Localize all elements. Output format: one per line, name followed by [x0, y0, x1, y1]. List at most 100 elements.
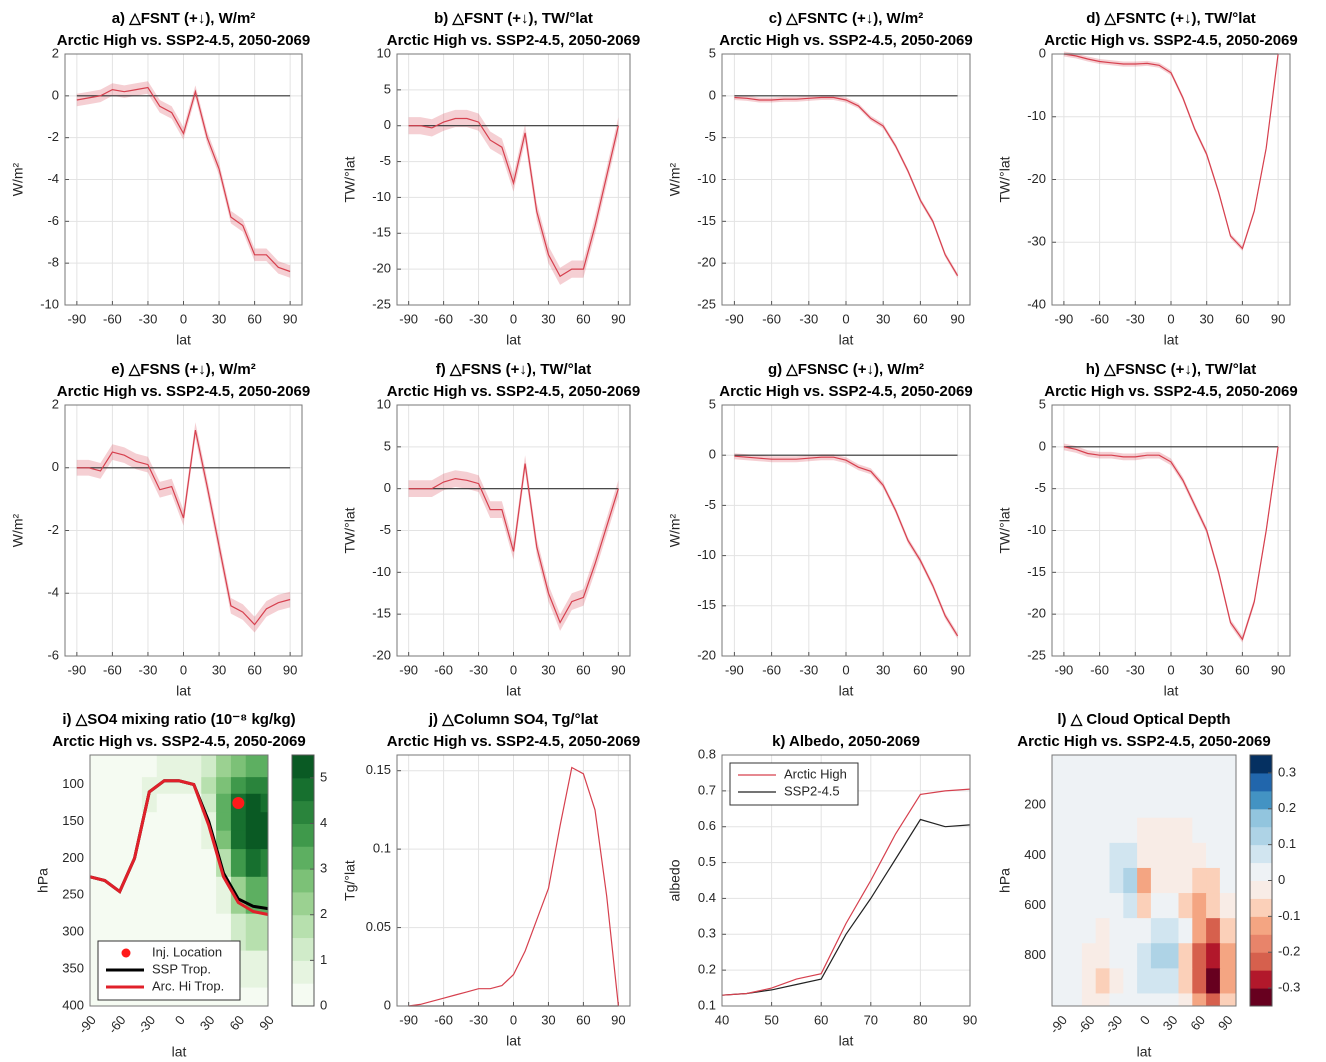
cell: [1164, 968, 1179, 994]
cell: [156, 793, 173, 813]
cell: [1178, 792, 1193, 819]
cell: [90, 876, 98, 915]
cell: [1178, 943, 1193, 969]
cell: [1123, 968, 1138, 994]
cell: [156, 755, 173, 778]
y-tick-label: -40: [1027, 296, 1046, 311]
axes-frame: [1051, 53, 1291, 306]
x-tick-label: 30: [541, 311, 555, 326]
cell: [171, 849, 187, 878]
cell: [230, 830, 247, 850]
cell: [1109, 755, 1124, 794]
cell: [201, 755, 217, 778]
colorbar-swatch: [1250, 790, 1272, 810]
x-tick-label: -60: [105, 1012, 129, 1036]
colorbar-swatch: [1250, 862, 1272, 881]
chart-title: i) △SO4 mixing ratio (10⁻⁸ kg/kg): [62, 711, 295, 728]
y-tick-label: 5: [709, 396, 716, 411]
x-axis-label: lat: [839, 1033, 854, 1049]
x-axis-label: lat: [176, 683, 191, 699]
cell: [156, 812, 173, 832]
x-axis-label: lat: [1164, 332, 1179, 348]
cell: [260, 830, 269, 850]
x-tick-label: 30: [1199, 662, 1213, 677]
y-tick-label: -20: [1027, 606, 1046, 621]
x-tick-label: 50: [764, 1012, 778, 1027]
colorbar-swatch: [1250, 755, 1272, 774]
y-tick-label: -8: [47, 255, 59, 270]
x-tick-label: 60: [247, 662, 261, 677]
y-tick-label: 5: [384, 81, 391, 96]
y-tick-label: -10: [697, 547, 716, 562]
y-tick-label: -4: [47, 585, 59, 600]
x-tick-label: -30: [469, 662, 488, 677]
cell: [245, 950, 262, 989]
chart-title: d) △FSNTC (+↓), TW/°lat: [1086, 10, 1256, 27]
cell: [1081, 943, 1097, 969]
x-tick-label: -90: [399, 311, 418, 326]
x-axis-label: lat: [839, 683, 854, 699]
y-tick-label: -30: [1027, 234, 1046, 249]
y-tick-label: -5: [379, 522, 391, 537]
cell: [171, 755, 187, 778]
x-tick-label: 60: [913, 662, 927, 677]
y-tick-label: -4: [47, 171, 59, 186]
cell: [1219, 842, 1237, 869]
cell: [1219, 867, 1237, 894]
x-tick-label: -90: [75, 1012, 99, 1036]
y-tick-label: 350: [62, 961, 84, 976]
cell: [1123, 893, 1138, 919]
colorbar-swatch: [1250, 952, 1272, 971]
chart-title: h) △FSNSC (+↓), TW/°lat: [1086, 361, 1256, 378]
x-tick-label: 60: [576, 311, 590, 326]
chart-title: b) △FSNT (+↓), TW/°lat: [434, 10, 593, 27]
colorbar-frame: [291, 754, 315, 1007]
x-tick-label: 0: [510, 311, 517, 326]
chart-subtitle: Arctic High vs. SSP2-4.5, 2050-2069: [387, 32, 640, 49]
cell: [141, 812, 158, 832]
cell: [216, 830, 232, 850]
x-tick-label: -90: [1055, 311, 1074, 326]
cell: [230, 849, 247, 878]
colorbar-swatch: [292, 869, 314, 893]
x-tick-label: -60: [103, 662, 122, 677]
y-axis-label: TW/°lat: [342, 507, 358, 553]
x-tick-label: 30: [212, 311, 226, 326]
cell: [1219, 792, 1237, 819]
cell: [1178, 893, 1193, 919]
cell: [1052, 893, 1069, 919]
cell: [260, 755, 269, 778]
colorbar-tick-label: 0.3: [1278, 764, 1296, 779]
cell: [1206, 867, 1221, 894]
chart-subtitle: Arctic High vs. SSP2-4.5, 2050-2069: [719, 383, 972, 400]
y-tick-label: 0: [384, 997, 391, 1012]
y-axis-label: W/m²: [667, 162, 683, 196]
cell: [186, 830, 202, 850]
y-tick-label: 2: [52, 396, 59, 411]
x-tick-label: 30: [1199, 311, 1213, 326]
cell: [112, 830, 128, 850]
colorbar-swatch: [292, 823, 314, 847]
chart-subtitle: Arctic High vs. SSP2-4.5, 2050-2069: [52, 733, 305, 750]
cell: [127, 812, 143, 832]
y-tick-label: -25: [1027, 647, 1046, 662]
colorbar-tick-label: 0.2: [1278, 800, 1296, 815]
x-tick-label: 60: [576, 1012, 590, 1027]
x-tick-label: 30: [541, 662, 555, 677]
y-axis-label: W/m²: [10, 162, 26, 196]
legend-marker: [121, 948, 131, 958]
y-tick-label: -15: [697, 213, 716, 228]
cell: [186, 876, 202, 915]
cell: [245, 777, 262, 795]
axes-frame: [396, 404, 631, 657]
cell: [201, 777, 217, 795]
cell: [112, 755, 128, 778]
chart-subtitle: Arctic High vs. SSP2-4.5, 2050-2069: [1044, 383, 1297, 400]
colorbar-swatch: [292, 914, 314, 939]
cell: [260, 913, 269, 952]
cell: [216, 793, 232, 813]
colorbar-swatch: [1250, 970, 1272, 989]
x-tick-label: 90: [611, 311, 625, 326]
cell: [1150, 867, 1166, 894]
cell: [97, 793, 113, 813]
